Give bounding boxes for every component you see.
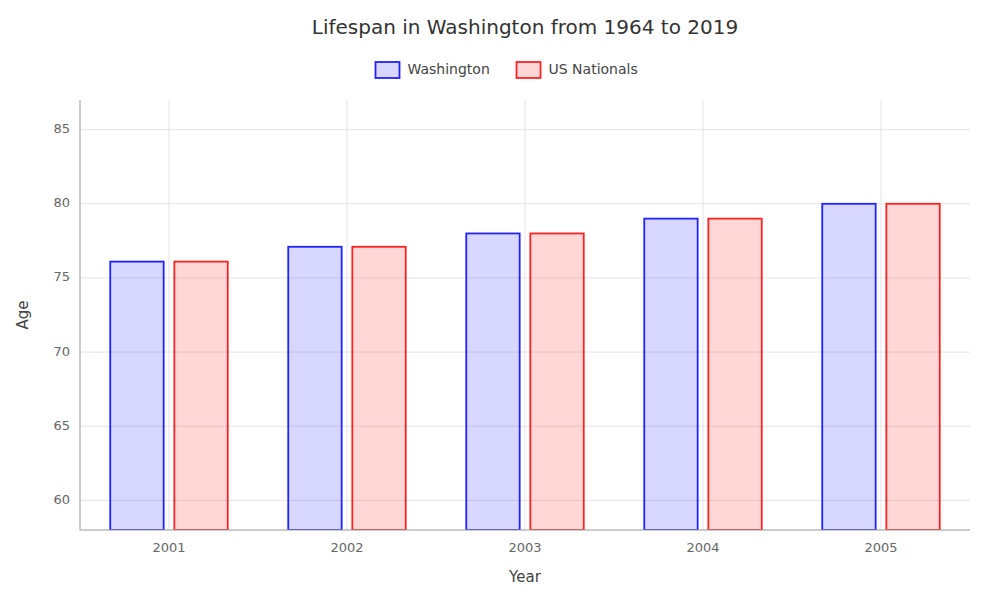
x-grid-line: [525, 100, 526, 530]
y-tick-label: 60: [53, 492, 70, 507]
bar: [886, 204, 939, 530]
y-tick-label: 70: [53, 344, 70, 359]
x-tick-label: 2005: [864, 540, 897, 555]
bar: [288, 247, 341, 530]
x-axis-line: [80, 530, 970, 531]
x-axis-label: Year: [508, 568, 542, 586]
bar: [530, 233, 583, 530]
chart-container: Lifespan in Washington from 1964 to 2019…: [0, 0, 1000, 600]
x-tick-label: 2004: [686, 540, 719, 555]
bar: [644, 219, 697, 530]
grid: [80, 100, 970, 530]
legend-label: Washington: [408, 61, 490, 77]
y-tick-label: 75: [53, 269, 70, 284]
bar: [822, 204, 875, 530]
bar: [110, 262, 163, 530]
chart-title: Lifespan in Washington from 1964 to 2019: [312, 15, 738, 39]
x-tick-label: 2003: [508, 540, 541, 555]
x-grid-line: [703, 100, 704, 530]
x-grid-line: [881, 100, 882, 530]
x-grid-line: [347, 100, 348, 530]
legend: Washington US Nationals: [376, 61, 638, 78]
x-grid-line: [169, 100, 170, 530]
bar: [352, 247, 405, 530]
y-axis-label: Age: [14, 300, 32, 329]
bars: [110, 204, 939, 530]
legend-swatch: [517, 62, 541, 78]
bar: [174, 262, 227, 530]
background: [0, 0, 1000, 600]
x-tick-label: 2002: [330, 540, 363, 555]
legend-swatch: [376, 62, 400, 78]
y-tick-label: 80: [53, 195, 70, 210]
bar: [708, 219, 761, 530]
y-axis-line: [80, 100, 81, 530]
chart-svg: Lifespan in Washington from 1964 to 2019…: [0, 0, 1000, 600]
x-tick-label: 2001: [152, 540, 185, 555]
bar: [466, 233, 519, 530]
legend-label: US Nationals: [549, 61, 638, 77]
y-tick-label: 65: [53, 418, 70, 433]
y-tick-label: 85: [53, 121, 70, 136]
